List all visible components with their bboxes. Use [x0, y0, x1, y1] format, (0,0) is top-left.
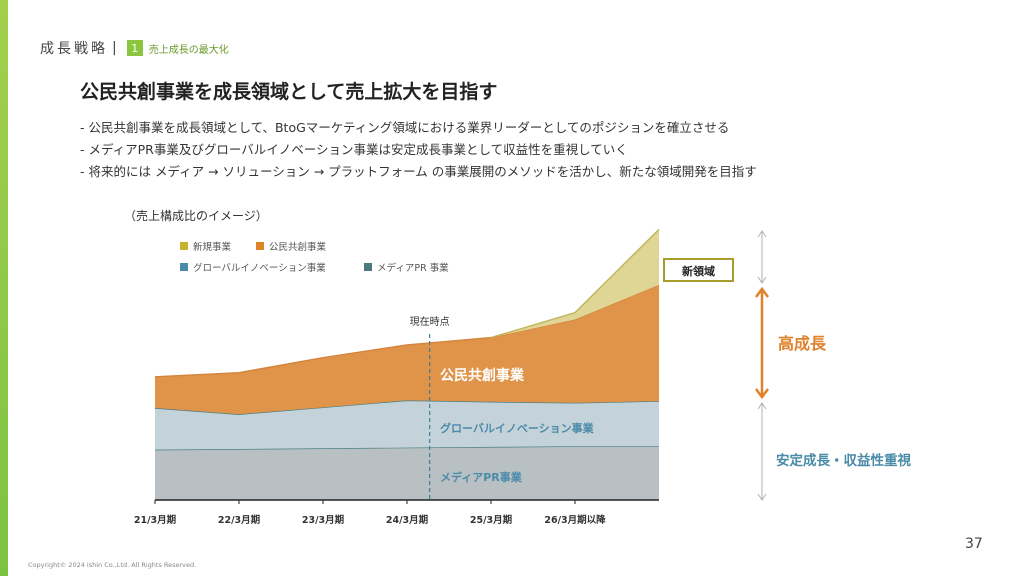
x-tick-label: 23/3月期 [302, 514, 344, 526]
high-growth-arrow-top [755, 286, 769, 298]
x-tick-label: 26/3月期以降 [544, 514, 606, 526]
new-area-callout-box [663, 258, 734, 282]
media-pr-area [155, 446, 659, 500]
legend-koumin-kyousou-swatch [256, 242, 264, 250]
bullet-item: - 将来的には メディア → ソリューション → プラットフォーム の事業展開の… [80, 164, 757, 179]
legend-koumin-kyousou: 公民共創事業 [269, 241, 327, 253]
left-accent-bar [0, 0, 8, 576]
legend-global-innovation-swatch [180, 263, 188, 271]
header-separator: | [112, 40, 117, 56]
global-innovation-area [155, 400, 659, 450]
legend-media-pr-swatch [364, 263, 372, 271]
section-title: 成長戦略 [40, 41, 108, 57]
stable-range-arrow-bottom [757, 493, 767, 501]
stable-range-arrow-top [757, 402, 767, 410]
x-tick-label: 24/3月期 [386, 514, 428, 526]
current-time-label: 現在時点 [410, 316, 450, 328]
x-tick-label: 25/3月期 [470, 514, 512, 526]
subsection-title: 売上成長の最大化 [148, 44, 229, 56]
global-area-label: グローバルイノベーション事業 [440, 421, 595, 435]
koumin-kyousou-area [155, 284, 659, 415]
new-area-label: 新領域 [682, 264, 715, 278]
new-area-range-arrow-bottom [757, 276, 767, 284]
new-business-area [491, 229, 659, 338]
media-area-label: メディアPR事業 [440, 470, 523, 484]
high-growth-arrow-bottom [755, 388, 769, 400]
legend-new-business-swatch [180, 242, 188, 250]
bullet-item: - メディアPR事業及びグローバルイノベーション事業は安定成長事業として収益性を… [80, 142, 628, 157]
legend-media-pr: メディアPR 事業 [377, 262, 449, 274]
stable-growth-label: 安定成長・収益性重視 [776, 452, 911, 469]
x-tick-label: 21/3月期 [134, 514, 176, 526]
bullet-item: - 公民共創事業を成長領域として、BtoGマーケティング領域における業界リーダー… [80, 120, 730, 135]
legend-new-business: 新規事業 [193, 241, 232, 253]
page-title: 公民共創事業を成長領域として売上拡大を目指す [80, 81, 498, 103]
bullet-list: - 公民共創事業を成長領域として、BtoGマーケティング領域における業界リーダー… [80, 117, 757, 183]
legend-global-innovation: グローバルイノベーション事業 [193, 262, 326, 274]
new-business-area-line [490, 228, 660, 339]
x-tick-label: 22/3月期 [218, 514, 260, 526]
page-number: 37 [965, 536, 983, 552]
high-growth-label: 高成長 [778, 334, 827, 353]
section-header: 成長戦略 | 1 売上成長の最大化 [40, 38, 229, 58]
section-number-badge: 1 [126, 40, 143, 56]
copyright-notice: Copyright© 2024 ishin Co.,Ltd. All Right… [28, 561, 197, 569]
koumin-area-label: 公民共創事業 [440, 367, 525, 384]
new-area-range-arrow-top [757, 230, 767, 238]
chart-caption: （売上構成比のイメージ） [124, 209, 268, 223]
